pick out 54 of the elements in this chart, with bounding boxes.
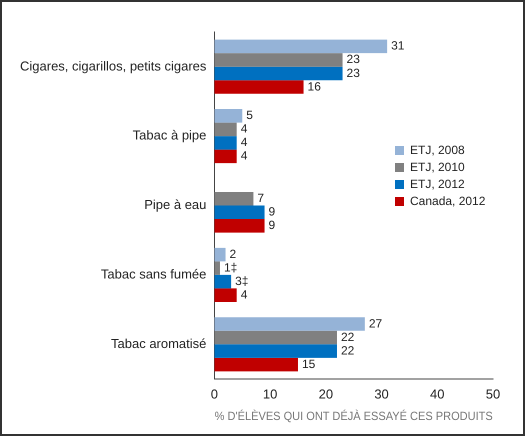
data-label: 23 [346,52,360,66]
bar [214,53,343,67]
data-label: 4 [240,288,248,302]
bar [214,109,242,123]
bar [214,248,226,262]
data-label: 2 [230,246,237,261]
y-tick-label: Tabac à pipe [132,128,206,143]
data-label: 16 [308,79,322,94]
data-label: 4 [240,122,248,136]
legend-label: ETJ, 2008 [410,143,465,157]
data-label: 31 [391,38,405,53]
bar [214,122,237,136]
y-tick-label: Tabac sans fumée [100,266,206,282]
y-tick-label: Cigares, cigarillos, petits cigares [20,58,207,74]
x-tick-label: 0 [210,386,218,402]
bar [214,219,265,233]
data-label: 5 [246,108,254,122]
data-label: 4 [240,148,248,163]
y-tick-label: Tabac aromatisé [111,336,206,351]
bar [214,344,337,358]
bar [214,66,343,80]
data-label: 9 [268,204,276,219]
bar [214,40,388,54]
data-label: 22 [340,343,355,358]
data-label: 7 [257,191,264,206]
bar [214,80,304,94]
data-label: 1‡ [224,260,238,274]
bar [214,317,365,331]
data-label: 9 [268,218,276,232]
data-label: 4 [240,135,248,150]
legend-label: ETJ, 2012 [410,177,465,191]
bar [214,206,265,220]
bar [214,274,232,288]
bar [214,330,337,344]
y-tick-label: Pipe à eau [144,197,206,212]
x-tick-label: 40 [430,386,445,402]
data-label: 22 [340,330,355,344]
x-tick-label: 30 [374,386,389,402]
x-tick-label: 20 [318,386,334,402]
x-tick-label: 50 [486,386,500,402]
legend-label: ETJ, 2010 [410,160,465,174]
bar [214,150,237,164]
data-label: 15 [302,356,316,371]
data-label: 23 [346,66,360,80]
legend-label: Canada, 2012 [410,194,486,208]
bar [214,288,237,302]
x-axis-title: % D'ÉLÈVES QUI ONT DÉJÀ ESSAYÉ CES PRODUITS [214,410,494,424]
bar [214,192,254,206]
bar [214,358,298,372]
data-label: 3‡ [235,274,248,288]
bar [214,136,237,150]
data-label: 27 [368,316,383,330]
bar [214,261,220,275]
x-tick-label: 10 [262,386,278,402]
